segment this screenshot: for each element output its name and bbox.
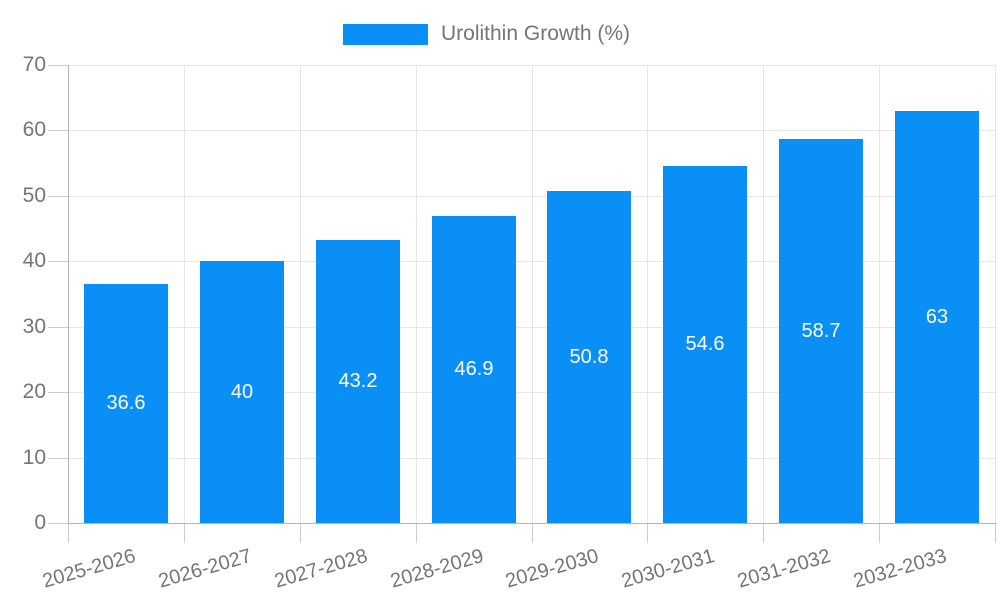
x-tick-label: 2025-2026	[40, 545, 139, 593]
x-axis-tick	[300, 523, 301, 543]
bar[interactable]: 54.6	[663, 166, 747, 523]
bar-value-label: 43.2	[338, 370, 378, 392]
y-gridline	[68, 392, 995, 393]
legend[interactable]: Urolithin Growth (%)	[343, 22, 630, 46]
x-gridline	[416, 65, 417, 523]
y-gridline	[68, 130, 995, 131]
y-axis-line	[68, 65, 69, 523]
x-axis-tick	[532, 523, 533, 543]
bar-value-label: 40	[230, 380, 254, 403]
x-axis-tick	[763, 523, 764, 543]
x-axis-tick	[995, 523, 996, 543]
bar[interactable]: 36.6	[84, 284, 168, 523]
y-axis-tick	[48, 392, 68, 393]
y-gridline	[68, 65, 995, 66]
x-tick-label: 2032-2033	[851, 545, 950, 593]
x-axis-tick	[68, 523, 69, 543]
x-axis-baseline	[68, 523, 996, 524]
bar-value-label: 54.6	[685, 333, 725, 355]
bar[interactable]: 40	[200, 261, 284, 523]
x-tick-label: 2028-2029	[388, 545, 487, 593]
y-tick-label: 20	[22, 380, 46, 403]
x-gridline	[763, 65, 764, 523]
bar-value-label: 63	[925, 305, 949, 328]
bar-value-label: 46.9	[454, 358, 494, 380]
x-gridline	[532, 65, 533, 523]
bar[interactable]: 58.7	[779, 139, 863, 523]
bar[interactable]: 46.9	[432, 216, 516, 523]
y-axis-tick	[48, 196, 68, 197]
x-gridline	[184, 65, 185, 523]
bar[interactable]: 43.2	[316, 240, 400, 523]
y-axis-tick	[48, 65, 68, 66]
x-tick-label: 2027-2028	[272, 545, 371, 593]
x-axis-tick	[879, 523, 880, 543]
y-tick-label: 60	[22, 118, 46, 141]
bar[interactable]: 63	[895, 111, 979, 523]
y-tick-label: 0	[34, 511, 46, 534]
y-tick-label: 10	[22, 446, 46, 469]
legend-label: Urolithin Growth (%)	[441, 22, 631, 45]
x-axis-tick	[184, 523, 185, 543]
y-gridline	[68, 458, 995, 459]
bar-value-label: 50.8	[569, 345, 609, 368]
x-gridline	[879, 65, 880, 523]
legend-swatch-icon	[343, 23, 428, 45]
y-tick-label: 30	[22, 315, 46, 338]
y-axis-tick	[48, 130, 68, 131]
x-gridline	[995, 65, 996, 523]
x-gridline	[647, 65, 648, 523]
y-axis-tick	[48, 261, 68, 262]
bar-value-label: 36.6	[106, 392, 146, 414]
y-tick-label: 50	[22, 184, 46, 207]
x-tick-label: 2029-2030	[503, 545, 602, 593]
y-gridline	[68, 196, 995, 197]
y-axis-tick	[48, 523, 68, 524]
x-tick-label: 2030-2031	[619, 545, 718, 593]
x-axis-tick	[647, 523, 648, 543]
bar-value-label: 58.7	[801, 319, 841, 342]
x-gridline	[300, 65, 301, 523]
y-axis-tick	[48, 327, 68, 328]
bar[interactable]: 50.8	[547, 191, 631, 523]
y-gridline	[68, 261, 995, 262]
y-tick-label: 40	[22, 249, 46, 272]
x-tick-label: 2031-2032	[735, 545, 834, 593]
y-tick-label: 70	[22, 53, 46, 76]
y-axis-tick	[48, 458, 68, 459]
x-axis-tick	[416, 523, 417, 543]
y-gridline	[68, 327, 995, 328]
x-tick-label: 2026-2027	[156, 545, 255, 593]
